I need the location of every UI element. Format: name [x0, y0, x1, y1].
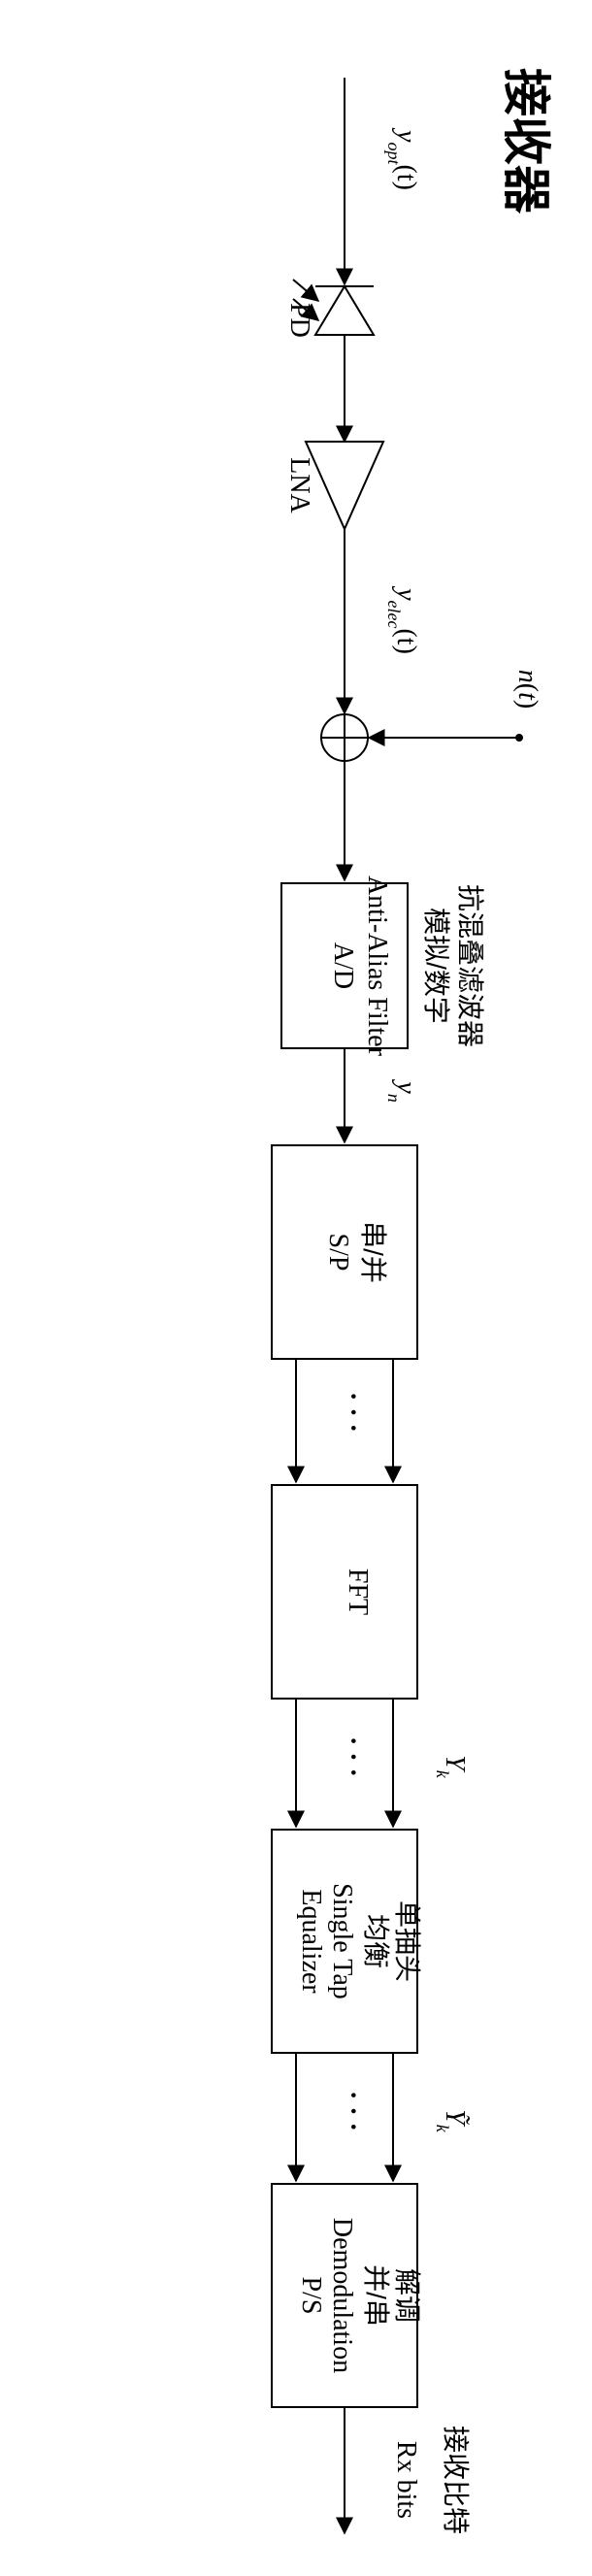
lna-label: LNA: [284, 457, 314, 513]
demod-label-en1: Demodulation: [327, 2218, 357, 2373]
aa-label-cjk2: 模拟/数字: [421, 908, 451, 1024]
rx-bits-cjk: 接收比特: [441, 2426, 471, 2534]
eq-label-cjk1: 单抽头: [392, 1900, 422, 1982]
pd-label: PD: [284, 303, 314, 338]
wires-fft-eq: · · ·: [296, 1699, 393, 1827]
svg-text:· · ·: · · ·: [338, 2091, 368, 2131]
demod-label-cjk2: 并/串: [361, 2264, 391, 2327]
eq-label-en1: Single Tap: [327, 1883, 357, 1999]
sp-label-cjk: 串/并: [358, 1221, 388, 1283]
aa-label-en1: Anti-Alias Filter: [362, 875, 392, 1057]
fft-label: FFT: [343, 1569, 373, 1615]
demod-label-cjk1: 解调: [392, 2268, 422, 2323]
page-title: 接收器: [499, 68, 553, 215]
signal-yn: yn: [384, 1078, 421, 1102]
signal-y-opt: yopt(t): [384, 127, 421, 190]
aa-label-cjk1: 抗混叠滤波器: [455, 884, 485, 1047]
eq-label-cjk2: 均衡: [361, 1914, 391, 1968]
noise-src: [515, 734, 523, 742]
eq-label-en2: Equalizer: [296, 1889, 326, 1994]
signal-Ytilde: Ỹk: [433, 2109, 470, 2133]
signal-y-elec: yelec(t): [384, 585, 421, 654]
sp-label-en: S/P: [323, 1234, 353, 1271]
signal-Yk: Yk: [433, 1755, 470, 1779]
wires-eq-demod: · · ·: [296, 2053, 393, 2181]
signal-noise: n(t): [512, 670, 543, 709]
svg-text:· · ·: · · ·: [338, 1736, 368, 1777]
rx-bits-en: Rx bits: [391, 2441, 421, 2519]
sum-node: [321, 714, 368, 761]
wires-sp-fft: · · ·: [296, 1359, 393, 1482]
demod-label-en2: P/S: [296, 2277, 326, 2315]
aa-label-en2: A/D: [328, 942, 358, 989]
lna-symbol: [306, 442, 383, 529]
svg-text:· · ·: · · ·: [338, 1392, 368, 1433]
